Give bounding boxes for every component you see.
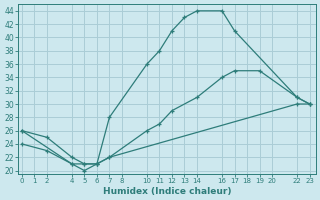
X-axis label: Humidex (Indice chaleur): Humidex (Indice chaleur): [103, 187, 231, 196]
